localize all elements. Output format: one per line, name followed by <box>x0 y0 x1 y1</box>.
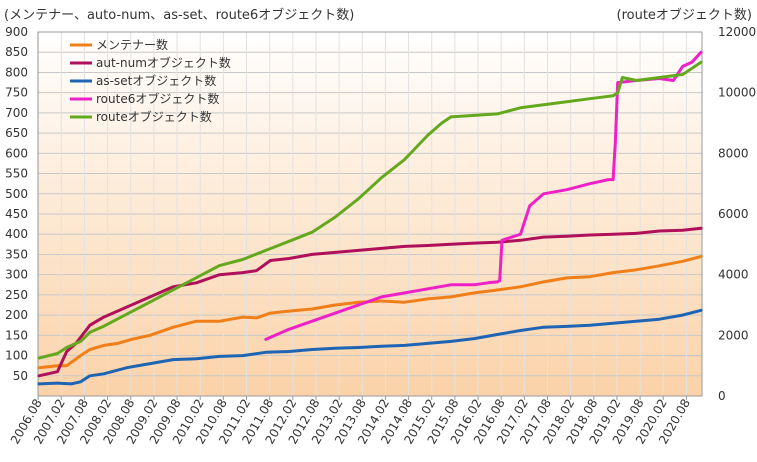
left-tick-label: 450 <box>5 207 28 221</box>
left-tick-label: 150 <box>5 328 28 342</box>
legend-label: routeオブジェクト数 <box>96 109 212 124</box>
series-line-0 <box>37 255 703 370</box>
legend-label: route6オブジェクト数 <box>96 91 219 106</box>
right-axis: 0 2000 4000 6000 8000 10000 12000 <box>718 25 756 403</box>
legend: メンテナー数 aut-numオブジェクト数 as-setオブジェクト数 route6オ… <box>70 37 231 124</box>
legend-label: メンテナー数 <box>96 37 168 52</box>
series-layer <box>37 50 703 386</box>
right-tick-label: 0 <box>718 389 726 403</box>
plot-frame <box>37 31 703 397</box>
left-tick-label: 300 <box>5 268 28 282</box>
series-line-2 <box>37 308 703 386</box>
right-tick-label: 4000 <box>718 268 749 282</box>
series-line-4 <box>37 60 703 360</box>
right-tick-label: 6000 <box>718 207 749 221</box>
left-tick-label: 900 <box>5 25 28 39</box>
right-tick-label: 10000 <box>718 86 756 100</box>
left-axis: 50 100 150 200 250 300 350 400 450 500 550 600 650 70… <box>5 25 28 383</box>
right-tick-label: 12000 <box>718 25 756 39</box>
left-tick-label: 250 <box>5 288 28 302</box>
grid-lines-vertical <box>37 32 687 396</box>
left-tick-label: 400 <box>5 227 28 241</box>
left-tick-label: 700 <box>5 106 28 120</box>
series-line-1 <box>37 226 703 378</box>
right-axis-title: (routeオブジェクト数) <box>617 7 753 23</box>
legend-label: as-setオブジェクト数 <box>96 73 216 88</box>
x-axis: 2006.082007.022007.082008.022008.082009.… <box>8 396 693 446</box>
right-tick-label: 2000 <box>718 328 749 342</box>
right-tick-label: 8000 <box>718 146 749 160</box>
left-tick-label: 350 <box>5 247 28 261</box>
legend-label: aut-numオブジェクト数 <box>96 55 231 70</box>
left-axis-title: (メンテナー、auto-num、as-set、route6オブジェクト数) <box>4 7 354 23</box>
left-tick-label: 50 <box>13 369 28 383</box>
left-tick-label: 200 <box>5 308 28 322</box>
left-tick-label: 600 <box>5 146 28 160</box>
left-tick-label: 850 <box>5 45 28 59</box>
left-tick-label: 800 <box>5 65 28 79</box>
left-tick-label: 650 <box>5 126 28 140</box>
left-tick-label: 550 <box>5 167 28 181</box>
left-tick-label: 100 <box>5 349 28 363</box>
left-tick-label: 750 <box>5 86 28 100</box>
left-tick-label: 500 <box>5 187 28 201</box>
